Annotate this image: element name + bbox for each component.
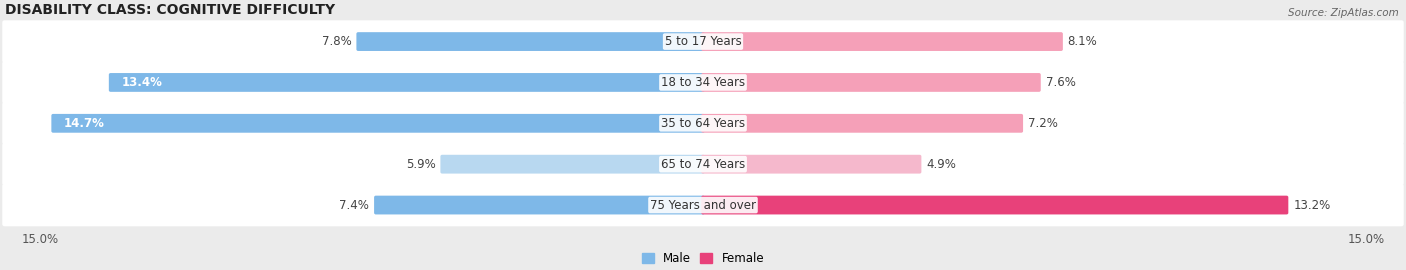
Text: 7.8%: 7.8%: [322, 35, 352, 48]
Text: 8.1%: 8.1%: [1067, 35, 1098, 48]
Text: 15.0%: 15.0%: [21, 233, 59, 246]
FancyBboxPatch shape: [3, 143, 1403, 185]
FancyBboxPatch shape: [702, 155, 921, 174]
FancyBboxPatch shape: [3, 20, 1403, 63]
FancyBboxPatch shape: [3, 102, 1403, 144]
Text: 75 Years and over: 75 Years and over: [650, 198, 756, 212]
FancyBboxPatch shape: [356, 32, 704, 51]
FancyBboxPatch shape: [702, 32, 1063, 51]
Text: 7.4%: 7.4%: [339, 198, 370, 212]
Text: 35 to 64 Years: 35 to 64 Years: [661, 117, 745, 130]
FancyBboxPatch shape: [702, 73, 1040, 92]
Text: Source: ZipAtlas.com: Source: ZipAtlas.com: [1288, 8, 1399, 18]
Text: 65 to 74 Years: 65 to 74 Years: [661, 158, 745, 171]
FancyBboxPatch shape: [374, 196, 704, 214]
Text: 14.7%: 14.7%: [65, 117, 105, 130]
FancyBboxPatch shape: [702, 196, 1288, 214]
Text: 5.9%: 5.9%: [406, 158, 436, 171]
FancyBboxPatch shape: [440, 155, 704, 174]
Text: 4.9%: 4.9%: [927, 158, 956, 171]
Text: 13.4%: 13.4%: [122, 76, 163, 89]
Text: 7.2%: 7.2%: [1028, 117, 1057, 130]
Legend: Male, Female: Male, Female: [637, 247, 769, 270]
Text: 5 to 17 Years: 5 to 17 Years: [665, 35, 741, 48]
FancyBboxPatch shape: [108, 73, 704, 92]
FancyBboxPatch shape: [3, 61, 1403, 104]
FancyBboxPatch shape: [3, 184, 1403, 226]
Text: 18 to 34 Years: 18 to 34 Years: [661, 76, 745, 89]
Text: 13.2%: 13.2%: [1294, 198, 1330, 212]
Text: 15.0%: 15.0%: [1347, 233, 1385, 246]
FancyBboxPatch shape: [52, 114, 704, 133]
FancyBboxPatch shape: [702, 114, 1024, 133]
Text: 7.6%: 7.6%: [1046, 76, 1076, 89]
Text: DISABILITY CLASS: COGNITIVE DIFFICULTY: DISABILITY CLASS: COGNITIVE DIFFICULTY: [4, 3, 335, 17]
